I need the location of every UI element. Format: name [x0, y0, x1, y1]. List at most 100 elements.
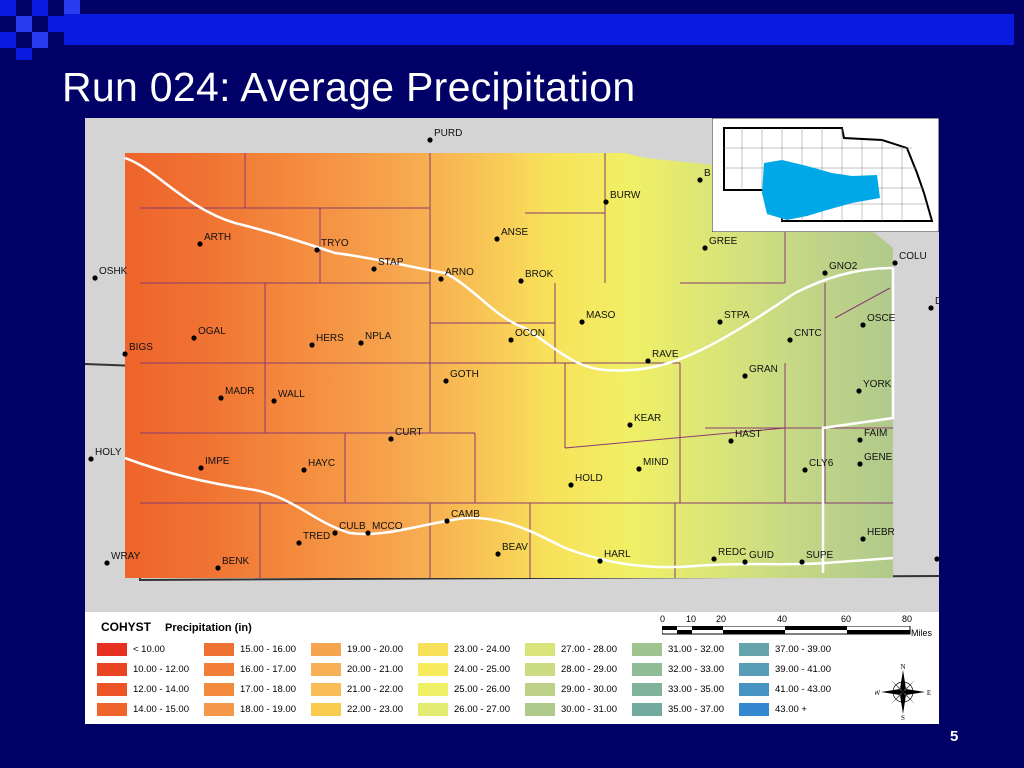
station-marker: CLY6 [802, 458, 834, 473]
station-marker: COLU [892, 251, 927, 266]
legend-label: 32.00 - 33.00 [668, 663, 724, 675]
legend-swatch [97, 662, 127, 676]
station-marker: ARTH [197, 232, 231, 247]
station-dot [579, 319, 585, 325]
legend-swatch [418, 662, 448, 676]
legend-label: 22.00 - 23.00 [347, 703, 403, 715]
legend-swatch [418, 702, 448, 716]
station-marker: IMPE [198, 456, 230, 471]
compass-w: W [875, 689, 881, 697]
station-marker: RAVE [645, 349, 679, 364]
station-dot [627, 422, 633, 428]
station-marker: GOTH [443, 369, 479, 384]
inset-locator-map [712, 118, 939, 232]
station-dot [215, 565, 221, 571]
legend-swatch [204, 702, 234, 716]
scale-tick-label: 20 [716, 614, 727, 624]
station-marker: HARL [597, 549, 631, 564]
station-dot [697, 177, 703, 183]
header-bar [64, 14, 1014, 45]
station-marker: SUPE [799, 550, 834, 565]
station-dot [388, 436, 394, 442]
station-dot [309, 342, 315, 348]
station-marker: OCON [508, 328, 545, 343]
legend-item: 32.00 - 33.00 [632, 662, 724, 676]
station-dot [787, 337, 793, 343]
legend-swatch [311, 662, 341, 676]
station-label: PURD [434, 128, 462, 139]
station-label: BROK [525, 269, 554, 280]
station-marker: TRED [296, 531, 330, 546]
station-marker: OGAL [191, 326, 226, 341]
station-marker: CULB [332, 521, 366, 536]
legend-item: 28.00 - 29.00 [525, 662, 617, 676]
station-label: COLU [899, 251, 927, 262]
station-marker: CURT [388, 427, 423, 442]
station-label: MCCO [372, 521, 403, 532]
station-label: GREE [709, 236, 738, 247]
legend-item: < 10.00 [97, 642, 165, 656]
station-dot [271, 398, 277, 404]
legend-item: 27.00 - 28.00 [525, 642, 617, 656]
station-dot [822, 270, 828, 276]
study-area [125, 153, 893, 578]
station-label: BENK [222, 556, 250, 567]
station-dot [645, 358, 651, 364]
legend-swatch [739, 662, 769, 676]
station-marker: ANSE [494, 227, 529, 242]
station-marker: PURD [427, 128, 462, 143]
station-label: MASO [586, 310, 616, 321]
station-marker: TRYO [314, 238, 349, 253]
station-label: BURW [610, 190, 641, 201]
station-label: ARNO [445, 267, 474, 278]
station-marker: HAST [728, 429, 762, 444]
scale-unit: Miles [911, 628, 933, 638]
compass-n: N [900, 664, 905, 671]
station-dot [603, 199, 609, 205]
station-label: BIGS [129, 342, 153, 353]
station-dot [495, 551, 501, 557]
station-label: HAST [735, 429, 762, 440]
station-label: OSHK [99, 266, 128, 277]
station-marker: HOLY [88, 447, 122, 462]
legend-label: 16.00 - 17.00 [240, 663, 296, 675]
legend-label: 41.00 - 43.00 [775, 683, 831, 695]
station-marker: STPA [717, 310, 750, 325]
legend-swatch [204, 662, 234, 676]
station-dot [191, 335, 197, 341]
legend-swatch [632, 682, 662, 696]
legend-label: 35.00 - 37.00 [668, 703, 724, 715]
legend-label: 37.00 - 39.00 [775, 643, 831, 655]
station-dot [860, 322, 866, 328]
station-dot [717, 319, 723, 325]
station-label: ANSE [501, 227, 529, 238]
station-marker: BROK [518, 269, 554, 284]
station-label: GENE [864, 452, 893, 463]
station-marker: CNTC [787, 328, 822, 343]
legend-title: COHYST [101, 620, 152, 634]
station-label: OGAL [198, 326, 226, 337]
legend-swatch [632, 642, 662, 656]
station-label: TRYO [321, 238, 349, 249]
station-label: GUID [749, 550, 774, 561]
county-lines [140, 153, 893, 578]
station-dot [860, 536, 866, 542]
station-label: HAYC [308, 458, 335, 469]
station-marker: MCCO [365, 521, 403, 536]
legend-item: 43.00 + [739, 702, 807, 716]
legend-label: 20.00 - 21.00 [347, 663, 403, 675]
legend-label: 21.00 - 22.00 [347, 683, 403, 695]
station-marker: DAVI [928, 296, 939, 311]
rivers [124, 156, 895, 573]
station-label: DAVI [935, 296, 939, 307]
station-label: HARL [604, 549, 631, 560]
legend-label: < 10.00 [133, 643, 165, 655]
station-label: OCON [515, 328, 545, 339]
station-dot [928, 305, 934, 311]
legend-item: 17.00 - 18.00 [204, 682, 296, 696]
station-marker: GUID [742, 550, 774, 565]
station-dot [296, 540, 302, 546]
station-dot [92, 275, 98, 281]
station-marker: WALL [271, 389, 305, 404]
station-dot [711, 556, 717, 562]
